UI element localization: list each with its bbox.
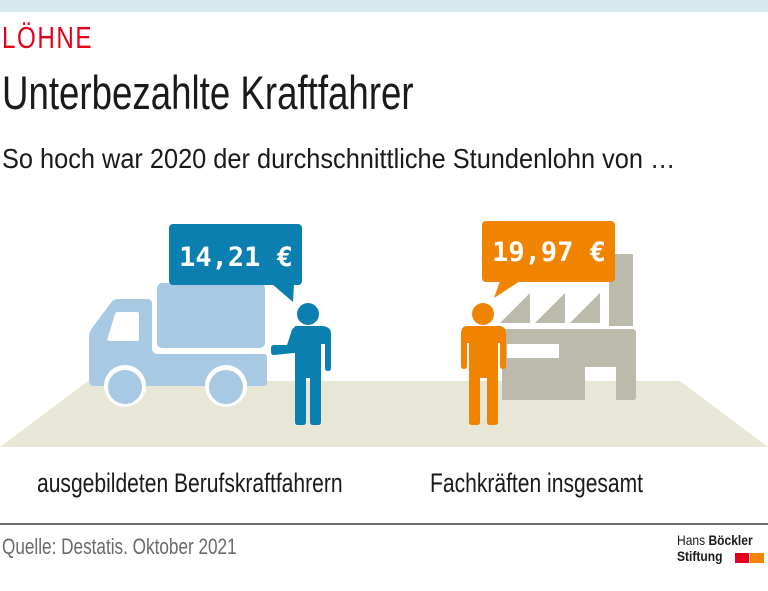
category-label-overall: Fachkräften insgesamt bbox=[430, 468, 644, 498]
person-icon-orange bbox=[461, 303, 506, 425]
logo-orange-square bbox=[750, 553, 764, 563]
speech-bubble-blue: 14,21 € bbox=[169, 224, 302, 302]
speech-bubble-orange: 19,97 € bbox=[482, 221, 615, 298]
kicker-label: LÖHNE bbox=[2, 20, 94, 55]
footer-divider bbox=[0, 523, 768, 525]
source-note: Quelle: Destatis. Oktober 2021 bbox=[2, 534, 237, 559]
top-color-bar bbox=[0, 0, 768, 12]
logo-line-1: Hans Böckler bbox=[677, 532, 753, 548]
value-overall: 19,97 € bbox=[492, 237, 606, 268]
page-title: Unterbezahlte Kraftfahrer bbox=[2, 66, 414, 119]
logo-red-square bbox=[735, 553, 749, 563]
person-icon-blue bbox=[271, 303, 331, 425]
subtitle: So hoch war 2020 der durchschnittliche S… bbox=[2, 143, 676, 174]
category-label-drivers: ausgebildeten Berufskraftfahrern bbox=[37, 468, 343, 498]
illustration: 14,21 € 19,97 € bbox=[0, 221, 768, 447]
value-driver: 14,21 € bbox=[179, 242, 293, 273]
truck-icon bbox=[89, 283, 267, 407]
hans-boeckler-logo: Hans Böckler Stiftung bbox=[677, 533, 767, 567]
logo-line-2: Stiftung bbox=[677, 548, 723, 564]
